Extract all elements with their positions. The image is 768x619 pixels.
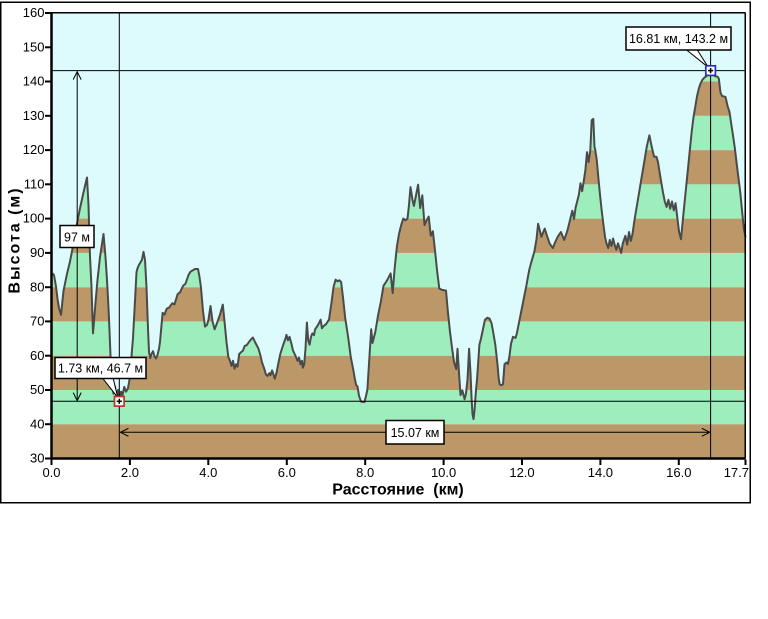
svg-text:70: 70	[30, 314, 44, 329]
svg-text:15.07 км: 15.07 км	[391, 426, 440, 440]
svg-text:110: 110	[24, 176, 45, 191]
svg-text:16.81 км, 143.2 м: 16.81 км, 143.2 м	[629, 32, 728, 46]
svg-text:Расстояние (км): Расстояние (км)	[332, 482, 463, 499]
svg-text:30: 30	[30, 451, 44, 466]
svg-text:1.73 км, 46.7 м: 1.73 км, 46.7 м	[58, 362, 143, 376]
svg-text:10.0: 10.0	[431, 465, 456, 480]
svg-text:100: 100	[23, 211, 45, 226]
svg-text:50: 50	[30, 382, 44, 397]
svg-text:120: 120	[23, 142, 45, 157]
svg-text:16.0: 16.0	[666, 465, 691, 480]
svg-text:97 м: 97 м	[64, 231, 90, 245]
svg-text:80: 80	[30, 279, 44, 294]
svg-text:6.0: 6.0	[278, 465, 296, 480]
svg-text:4.0: 4.0	[199, 465, 217, 480]
svg-text:Высота (м): Высота (м)	[7, 186, 24, 293]
svg-text:0.0: 0.0	[42, 465, 60, 480]
svg-text:90: 90	[30, 245, 44, 260]
svg-text:130: 130	[23, 108, 45, 123]
svg-text:12.0: 12.0	[509, 465, 534, 480]
svg-text:8.0: 8.0	[356, 465, 374, 480]
svg-text:14.0: 14.0	[588, 465, 613, 480]
svg-text:17.7: 17.7	[724, 465, 749, 480]
svg-text:2.0: 2.0	[121, 465, 139, 480]
svg-text:60: 60	[30, 348, 44, 363]
svg-text:40: 40	[30, 416, 44, 431]
svg-text:140: 140	[23, 74, 45, 89]
svg-text:160: 160	[23, 5, 45, 20]
svg-text:150: 150	[23, 39, 45, 54]
